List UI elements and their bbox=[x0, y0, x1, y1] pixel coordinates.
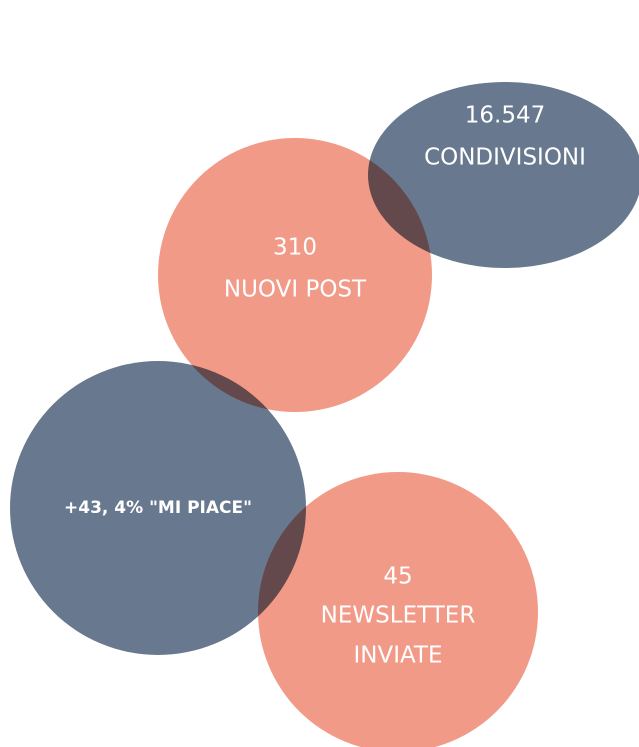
bubble bbox=[158, 138, 432, 412]
bubble bbox=[368, 82, 639, 268]
bubble-value: 45 bbox=[383, 564, 412, 590]
bubble-value: 16.547 bbox=[465, 103, 545, 129]
bubble bbox=[258, 472, 538, 747]
bubble-label: +43, 4% "MI PIACE" bbox=[64, 498, 252, 518]
bubble-label: INVIATE bbox=[353, 643, 442, 669]
bubble bbox=[10, 361, 306, 655]
bubble-label: CONDIVISIONI bbox=[424, 145, 586, 171]
bubble-label: NEWSLETTER bbox=[321, 603, 476, 629]
bubble-value: 310 bbox=[273, 235, 317, 261]
bubble-label: NUOVI POST bbox=[224, 277, 367, 303]
